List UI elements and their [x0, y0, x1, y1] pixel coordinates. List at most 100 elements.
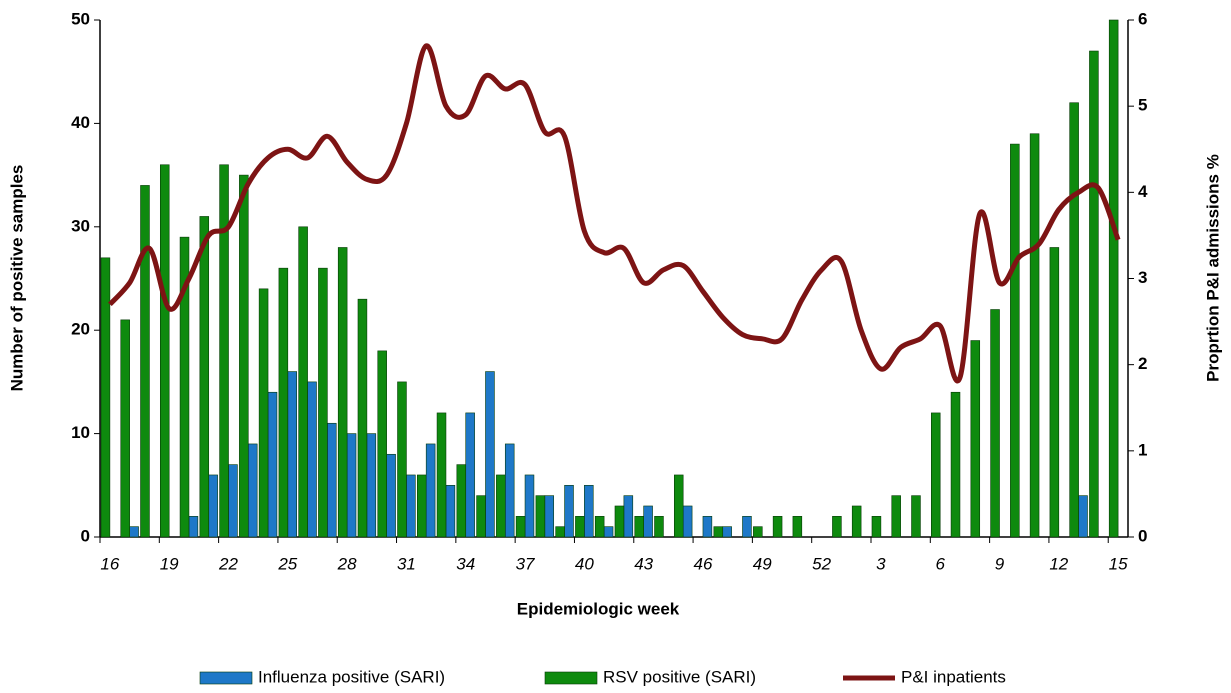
- bar: [247, 443, 258, 538]
- bar: [219, 164, 229, 538]
- bar: [682, 505, 693, 538]
- y-axis-title: Number of positive samples: [7, 165, 26, 392]
- bar: [911, 495, 921, 538]
- y-tick-label: 20: [71, 320, 90, 339]
- bar: [179, 236, 190, 538]
- bar: [129, 526, 139, 538]
- bar: [851, 505, 862, 538]
- y2-tick-label: 6: [1138, 9, 1147, 28]
- bar: [673, 474, 684, 538]
- legend-swatch: [199, 671, 253, 685]
- x-tick-label: 40: [575, 554, 594, 573]
- bar: [337, 247, 348, 538]
- bar: [584, 484, 594, 538]
- bar: [575, 516, 585, 538]
- bar: [357, 298, 368, 538]
- bar: [445, 484, 456, 538]
- x-tick-label: 3: [876, 554, 886, 573]
- bar: [772, 516, 783, 538]
- bar: [239, 174, 249, 538]
- x-tick-label: 25: [277, 554, 297, 573]
- bar: [654, 516, 664, 538]
- bar: [496, 474, 506, 538]
- bar: [990, 309, 1000, 538]
- bar: [346, 433, 357, 538]
- bar: [485, 371, 495, 538]
- bar: [832, 516, 842, 538]
- x-tick-label: 37: [516, 554, 535, 573]
- y2-tick-label: 0: [1138, 526, 1147, 545]
- bar: [871, 516, 882, 538]
- y2-tick-label: 2: [1138, 354, 1147, 373]
- bar: [950, 391, 961, 538]
- bar: [386, 453, 396, 538]
- bar: [1029, 133, 1040, 538]
- bar: [713, 526, 724, 538]
- bar: [594, 516, 605, 538]
- bar: [199, 216, 210, 538]
- bar: [792, 516, 803, 538]
- x-tick-label: 49: [753, 554, 772, 573]
- x-axis-title: Epidemiologic week: [517, 599, 680, 618]
- legend-label: Influenza positive (SARI): [258, 667, 445, 686]
- y-tick-label: 40: [71, 113, 90, 132]
- bar: [1108, 19, 1119, 538]
- bar: [623, 495, 634, 538]
- bar: [287, 371, 298, 538]
- bar: [318, 267, 328, 538]
- bar: [456, 464, 467, 538]
- bar: [535, 495, 546, 538]
- bar: [100, 257, 111, 538]
- bar: [140, 185, 150, 538]
- legend-label: P&I inpatients: [901, 667, 1006, 686]
- bar: [159, 164, 170, 538]
- bar: [564, 484, 574, 538]
- y2-axis-title: Proprtion P&I admissions %: [1203, 154, 1222, 382]
- bar: [555, 526, 565, 538]
- bar: [603, 526, 614, 538]
- bar: [702, 516, 713, 538]
- x-tick-label: 16: [100, 554, 119, 573]
- x-tick-label: 43: [634, 554, 653, 573]
- x-tick-label: 28: [337, 554, 357, 573]
- bar: [377, 350, 387, 538]
- bar: [970, 340, 981, 538]
- y-tick-label: 30: [71, 216, 90, 235]
- x-tick-label: 19: [160, 554, 179, 573]
- bar: [930, 412, 941, 538]
- bar: [120, 319, 130, 538]
- y2-tick-label: 3: [1138, 268, 1147, 287]
- bar: [1078, 495, 1088, 538]
- bar: [634, 516, 644, 538]
- bar: [1010, 143, 1020, 538]
- x-tick-label: 52: [812, 554, 831, 573]
- bar: [476, 495, 486, 538]
- bar: [188, 516, 199, 538]
- x-tick-label: 15: [1109, 554, 1128, 573]
- bar: [742, 516, 752, 538]
- line: [108, 43, 1121, 384]
- bar: [544, 495, 555, 538]
- y2-tick-label: 5: [1138, 96, 1147, 115]
- x-tick-label: 31: [397, 554, 416, 573]
- bar: [278, 267, 289, 538]
- y-tick-label: 0: [81, 526, 90, 545]
- bar: [258, 288, 269, 538]
- bar: [208, 474, 218, 538]
- x-tick-label: 6: [935, 554, 945, 573]
- x-tick-label: 9: [995, 554, 1005, 573]
- x-tick-label: 22: [218, 554, 238, 573]
- bar: [465, 412, 475, 538]
- legend-label: RSV positive (SARI): [603, 667, 756, 686]
- bar: [366, 433, 377, 538]
- bar: [643, 505, 653, 538]
- bar: [307, 381, 317, 538]
- y2-tick-label: 4: [1138, 182, 1148, 201]
- x-tick-label: 12: [1049, 554, 1068, 573]
- bar: [425, 443, 436, 538]
- bar: [397, 381, 407, 538]
- bar: [267, 391, 278, 538]
- bar: [228, 464, 238, 538]
- y-tick-label: 50: [71, 9, 90, 28]
